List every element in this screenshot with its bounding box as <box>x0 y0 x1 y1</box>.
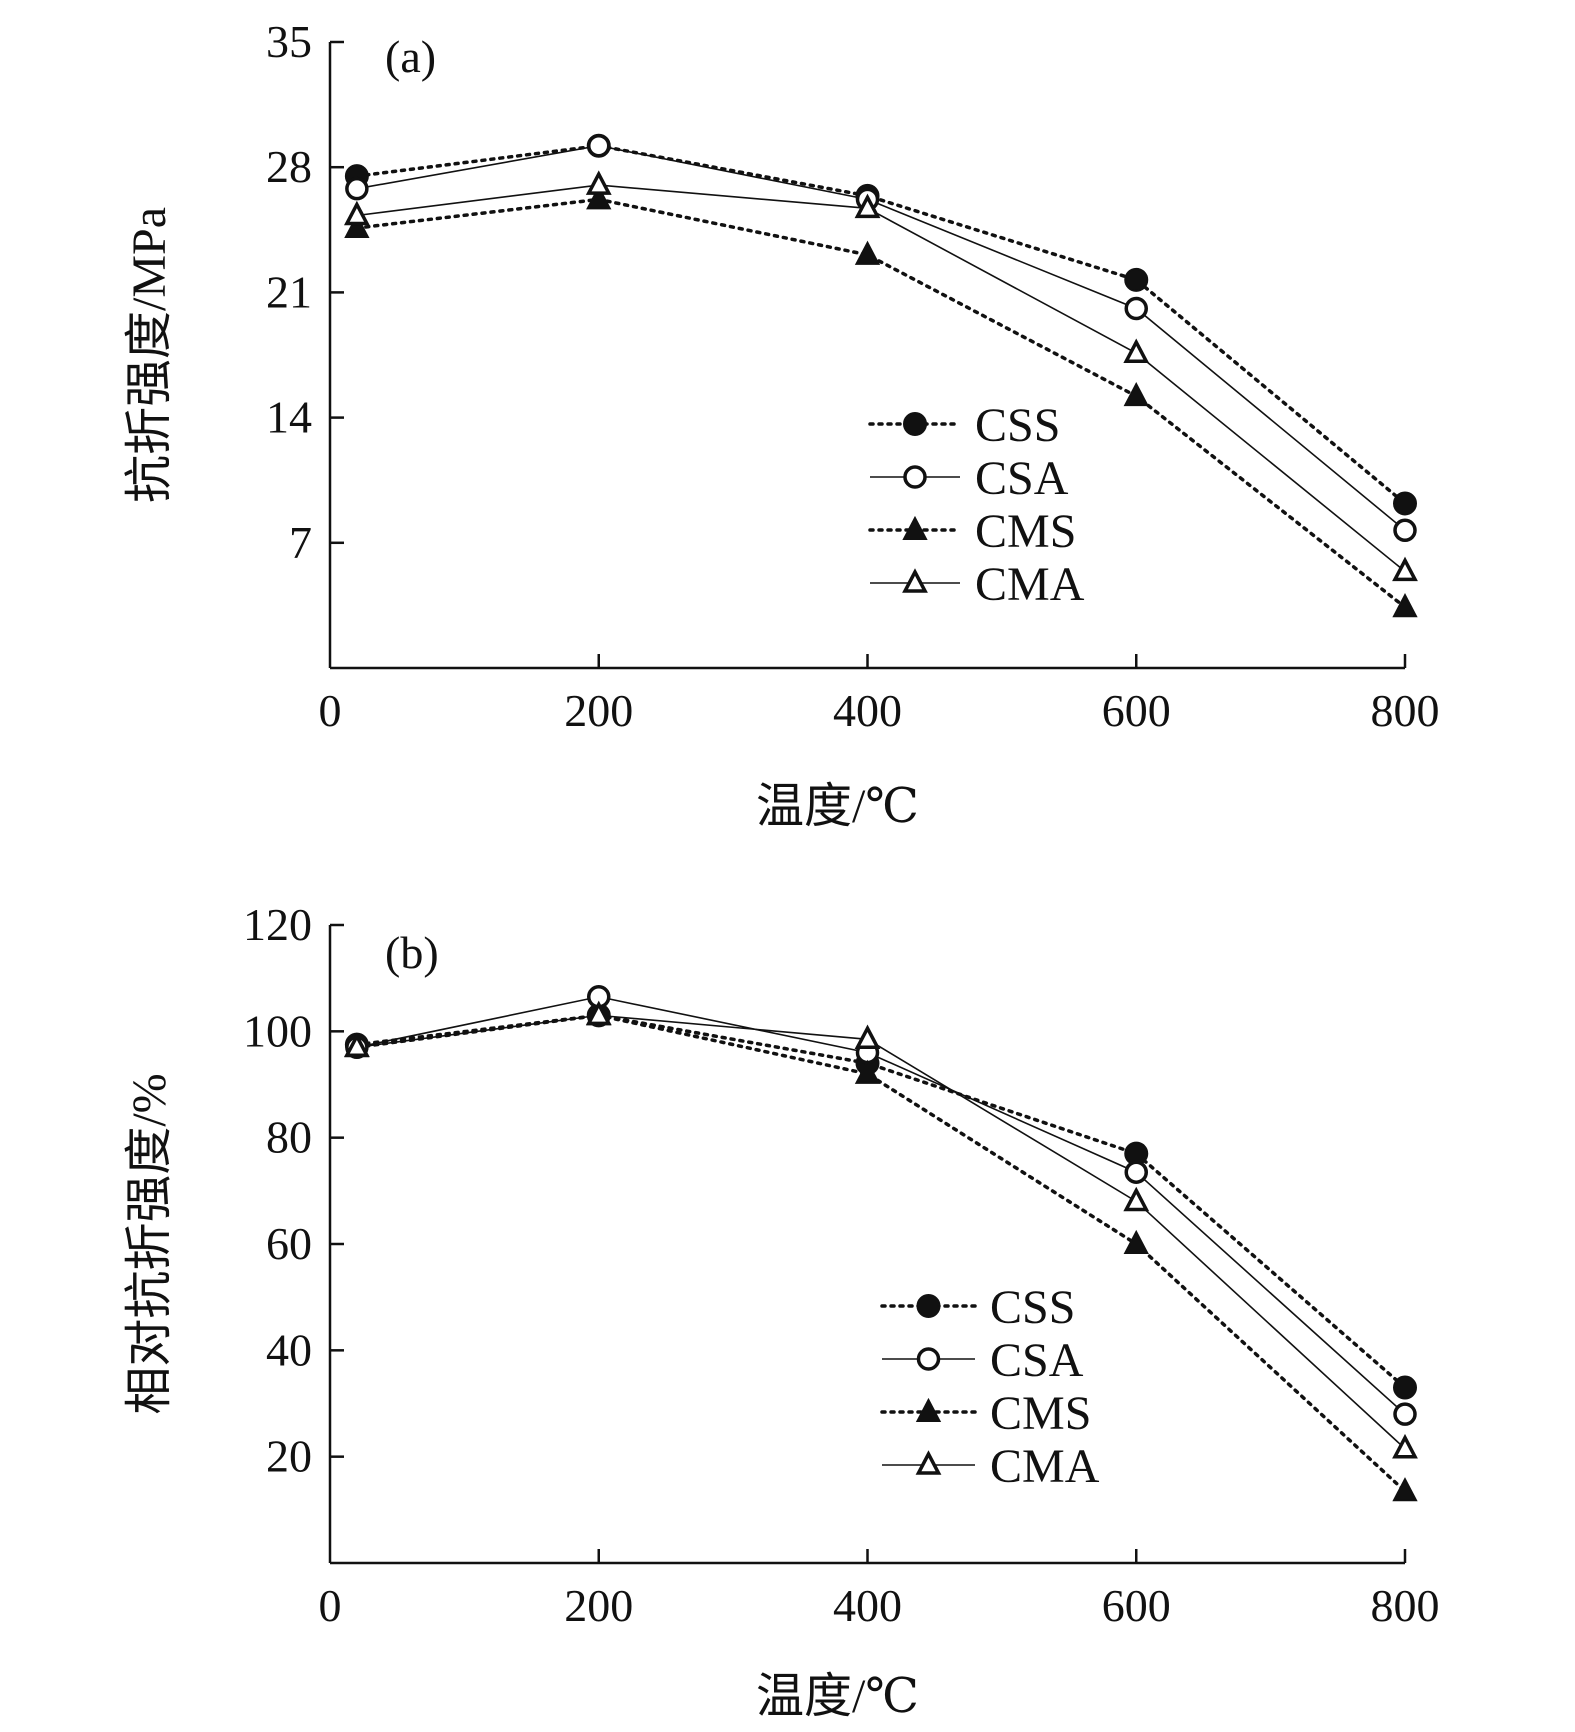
y-tick-label: 7 <box>289 517 312 568</box>
point-css <box>1393 1375 1417 1400</box>
point-cma <box>854 193 881 219</box>
x-tick-label: 200 <box>564 1580 633 1631</box>
x-tick-label: 0 <box>319 685 342 736</box>
y-tick-label: 100 <box>243 1005 312 1056</box>
series-line-cms <box>355 1013 1407 1493</box>
point-cma <box>854 1024 881 1050</box>
point-cms <box>586 185 612 210</box>
series-line-cma <box>356 184 1406 573</box>
x-tick-label: 400 <box>833 685 902 736</box>
point-cms <box>1123 381 1149 407</box>
point-cms <box>854 1059 881 1084</box>
point-cms <box>1392 1477 1418 1502</box>
point-css <box>1393 491 1417 516</box>
legend-marker-cma <box>915 1450 942 1475</box>
panel-label: (b) <box>385 927 439 978</box>
y-axis-title: 相对抗折强度/% <box>123 1073 176 1414</box>
y-tick-label: 40 <box>266 1324 312 1375</box>
point-cma <box>1392 1433 1418 1459</box>
y-tick-label: 80 <box>266 1112 312 1163</box>
legend-label-cms: CMS <box>975 505 1076 558</box>
point-cma <box>343 1032 370 1058</box>
legend-marker-csa <box>903 465 927 489</box>
x-tick-label: 400 <box>833 1580 902 1631</box>
point-csa <box>1124 296 1148 321</box>
series-line-css <box>355 143 1407 506</box>
x-tick-label: 600 <box>1102 685 1171 736</box>
legend-label-cma: CMA <box>975 558 1085 611</box>
point-csa <box>1393 518 1417 543</box>
x-tick-label: 800 <box>1371 685 1440 736</box>
x-tick-label: 600 <box>1102 1580 1171 1631</box>
legend-marker-csa <box>916 1347 941 1371</box>
legend-marker-cms <box>902 515 928 540</box>
legend-marker-css <box>916 1294 941 1318</box>
series-line-css <box>355 1013 1407 1390</box>
y-tick-label: 35 <box>266 16 312 67</box>
x-tick-label: 800 <box>1371 1580 1440 1631</box>
series-line-csa <box>356 995 1406 1415</box>
legend-label-css: CSS <box>975 399 1060 452</box>
y-tick-label: 20 <box>266 1431 312 1482</box>
point-cma <box>1123 1186 1150 1212</box>
point-csa <box>1393 1402 1417 1426</box>
legend-label-cma: CMA <box>990 1440 1100 1493</box>
point-cms <box>854 240 881 265</box>
x-axis-title: 温度/℃ <box>756 1670 919 1723</box>
x-tick-label: 0 <box>319 1580 342 1631</box>
legend-label-csa: CSA <box>975 452 1069 505</box>
point-cms <box>1123 1229 1149 1254</box>
y-tick-label: 28 <box>266 141 312 192</box>
y-tick-label: 14 <box>266 392 312 443</box>
y-axis-title: 抗折强度/MPa <box>123 207 176 503</box>
series-line-cms <box>355 197 1407 609</box>
legend-marker-cms <box>915 1397 942 1422</box>
chart-a: 7 14 21 28 35 0 200 400 600 800 温度/℃ 抗折强度/MPa (a) CSS… <box>123 16 1440 833</box>
point-csa <box>345 176 369 201</box>
y-tick-label: 21 <box>266 266 312 317</box>
chart-b: 20 40 60 80 100 120 0 200 400 600 800 温度/℃ 相对抗折强度/% (… <box>123 899 1440 1723</box>
point-cma <box>585 1000 612 1026</box>
x-axis-title: 温度/℃ <box>756 780 919 833</box>
point-cma <box>1392 556 1418 582</box>
legend-label-cms: CMS <box>990 1387 1091 1440</box>
y-tick-label: 120 <box>243 899 312 950</box>
legend-marker-css <box>903 412 927 436</box>
point-cms <box>1392 593 1418 618</box>
series-line-csa <box>356 144 1406 531</box>
point-css <box>1124 267 1149 292</box>
point-cma <box>1123 338 1150 363</box>
point-csa <box>587 133 611 158</box>
legend-label-css: CSS <box>990 1281 1075 1334</box>
panel-label: (a) <box>385 31 436 82</box>
point-cms <box>344 213 370 239</box>
x-tick-label: 200 <box>564 685 633 736</box>
y-tick-label: 60 <box>266 1218 312 1269</box>
legend-label-csa: CSA <box>990 1334 1084 1387</box>
point-csa <box>1124 1160 1148 1184</box>
legend-marker-cma <box>902 568 928 593</box>
point-cma <box>585 170 612 195</box>
point-cma <box>343 200 370 226</box>
